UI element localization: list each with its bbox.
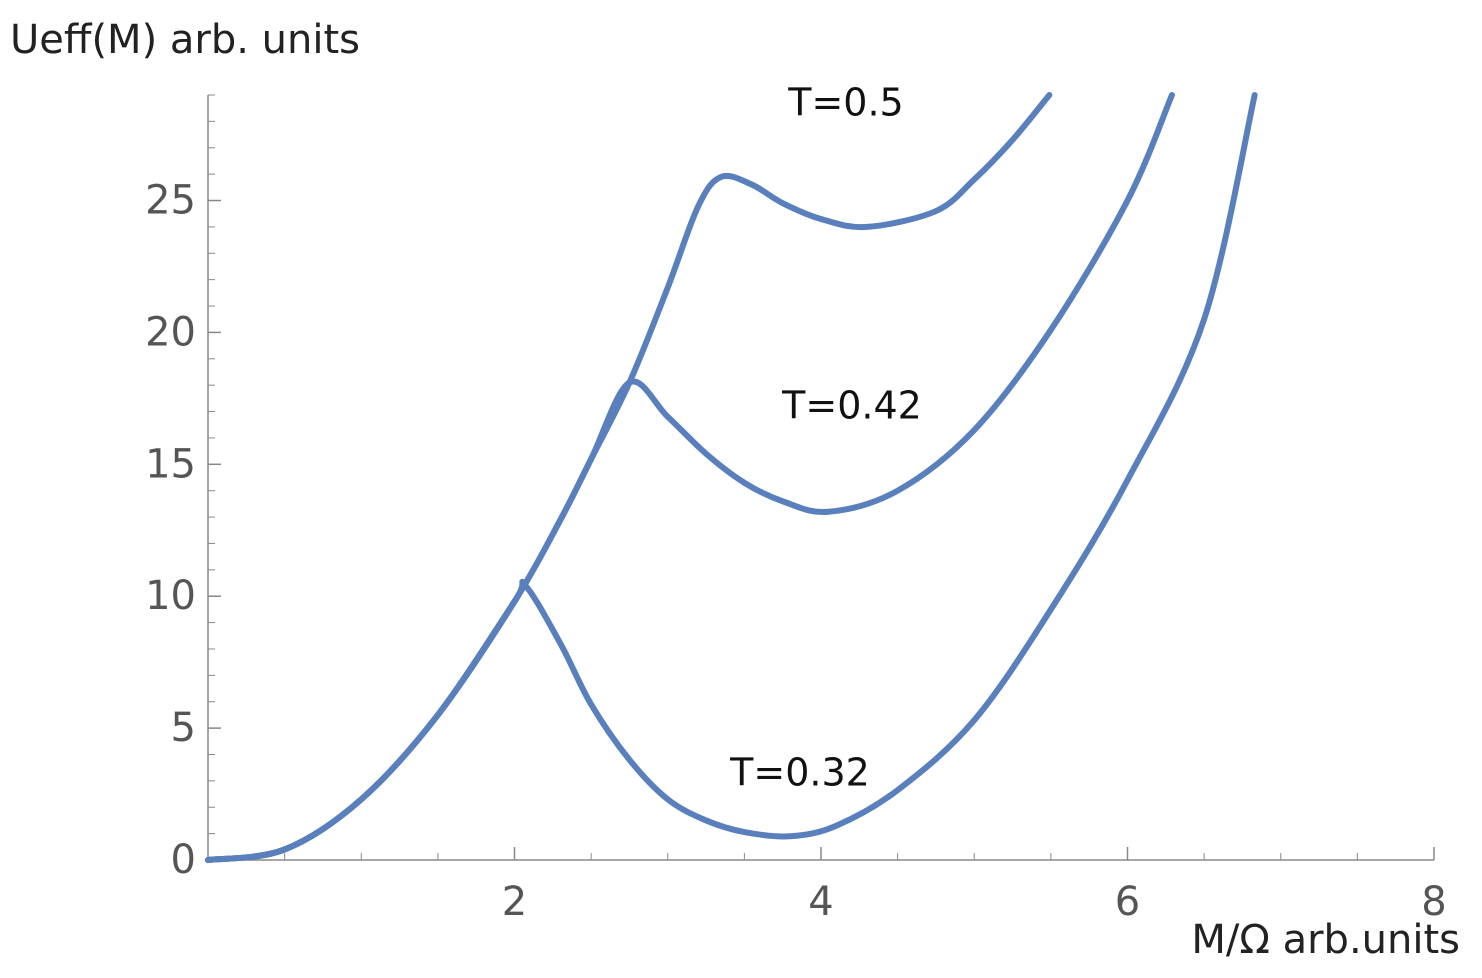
- y-tick-label: 15: [145, 441, 196, 487]
- y-tick-label: 20: [145, 309, 196, 355]
- x-tick-label: 8: [1421, 879, 1446, 925]
- curve-label: T=0.5: [787, 81, 903, 125]
- x-tick-label: 4: [808, 879, 833, 925]
- y-tick-label: 10: [145, 573, 196, 619]
- y-tick-label: 25: [145, 178, 196, 224]
- curve: [205, 92, 1053, 863]
- curve: [205, 92, 1175, 863]
- x-tick-label: 2: [502, 879, 527, 925]
- curve-label: T=0.42: [781, 384, 922, 428]
- y-tick-label: 5: [171, 705, 196, 751]
- curve-label: T=0.32: [729, 751, 870, 795]
- x-axis-title: M/Ω arb.units: [1191, 917, 1460, 963]
- y-tick-label: 0: [171, 837, 196, 883]
- x-tick-label: 6: [1115, 879, 1140, 925]
- y-axis-title: Ueff(M) arb. units: [10, 17, 360, 63]
